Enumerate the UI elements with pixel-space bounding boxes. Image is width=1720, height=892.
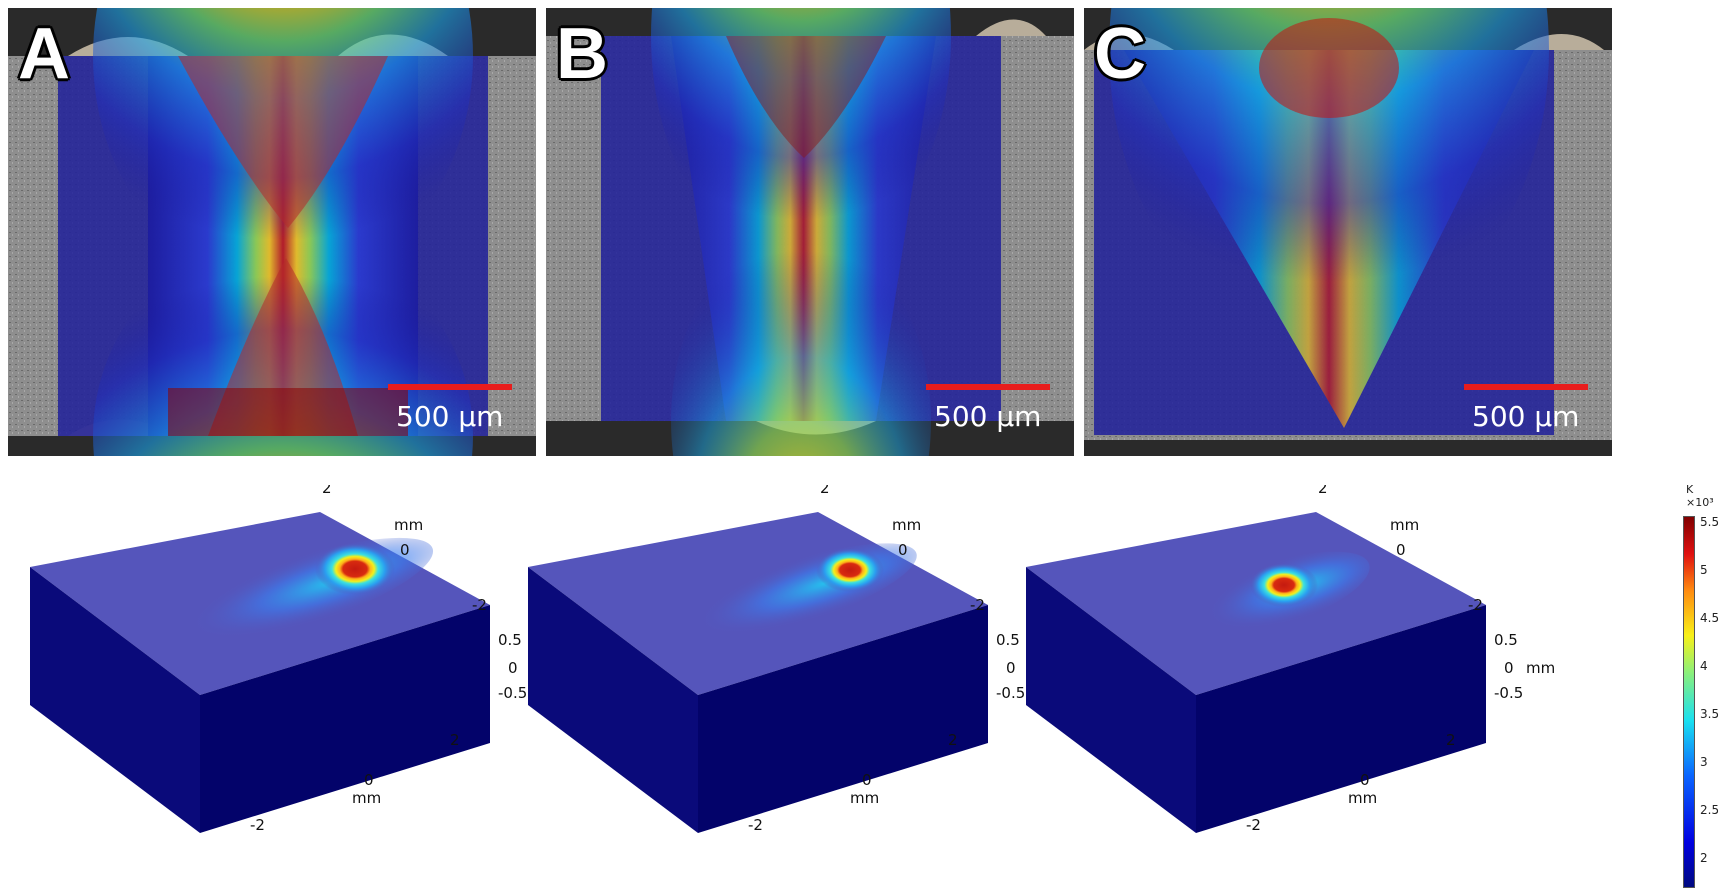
micrograph-c-image	[1084, 8, 1612, 456]
y-axis-unit: mm	[892, 516, 921, 534]
y-tick: 2	[1318, 485, 1328, 497]
laser-spot	[315, 543, 395, 595]
x-tick: 2	[1446, 731, 1456, 749]
y-tick: 2	[322, 485, 332, 497]
x-tick: -2	[748, 816, 763, 834]
colorbar-multiplier: ×10³	[1686, 496, 1714, 509]
z-axis-unit: mm	[1526, 659, 1555, 677]
block-right-face	[200, 605, 490, 833]
micrograph-b-image	[546, 8, 1074, 456]
panel-letter-b: B	[556, 14, 608, 94]
x-tick: 0	[1360, 771, 1370, 789]
colorbar	[1683, 516, 1695, 888]
z-tick: 0	[508, 659, 518, 677]
y-tick: -2	[970, 596, 985, 614]
block-left-face	[528, 567, 698, 833]
colorbar-tick-label: 4.5	[1700, 610, 1720, 625]
z-tick: 0.5	[996, 631, 1020, 649]
z-tick: 0	[1006, 659, 1016, 677]
z-tick: 0	[1504, 659, 1514, 677]
simulation-c-graphic: 2 mm 0 -2 0.5 0 mm -0.5 2 0 mm -2	[1026, 479, 1555, 834]
z-tick: 0.5	[498, 631, 522, 649]
y-tick: 2	[820, 485, 830, 497]
scale-bar	[1464, 384, 1588, 390]
panel-letter-c: C	[1094, 14, 1146, 94]
colorbar-tick-label: 4	[1700, 658, 1708, 673]
scale-label: 500 µm	[934, 400, 1042, 433]
y-tick: 0	[1396, 541, 1406, 559]
micrograph-a-image	[8, 8, 536, 456]
scale-bar	[388, 384, 512, 390]
y-tick: 0	[400, 541, 410, 559]
block-left-face	[30, 567, 200, 833]
scale-bar	[926, 384, 1050, 390]
x-tick: -2	[250, 816, 265, 834]
y-axis-unit: mm	[1390, 516, 1419, 534]
laser-spot	[816, 548, 884, 592]
y-tick: -2	[472, 596, 487, 614]
x-tick: 2	[948, 731, 958, 749]
colorbar-tick-label: 2.5	[1700, 803, 1720, 818]
micrograph-panel-b: B 500 µm	[546, 8, 1074, 456]
colorbar-tick-label: 5	[1700, 562, 1708, 577]
laser-spot	[1250, 563, 1318, 607]
simulation-plot-b: 2 mm 0 -2 0.5 0 mm -0.5 2 0 mm -2	[508, 479, 1068, 885]
x-axis-unit: mm	[1348, 789, 1377, 807]
simulation-a-graphic: 2 mm 0 -2 0.5 0 mm -0.5 2 0 mm -2	[30, 479, 559, 834]
colorbar-gradient	[1684, 517, 1694, 887]
x-tick: -2	[1246, 816, 1261, 834]
micrograph-panel-a: A 500 µm	[8, 8, 536, 456]
block-right-face	[1196, 605, 1486, 833]
z-tick: -0.5	[498, 684, 527, 702]
x-tick: 0	[862, 771, 872, 789]
colorbar-unit: K	[1686, 483, 1694, 496]
y-tick: -2	[1468, 596, 1483, 614]
scale-label: 500 µm	[1472, 400, 1580, 433]
simulation-plot-c: 2 mm 0 -2 0.5 0 mm -0.5 2 0 mm -2	[1006, 479, 1566, 885]
block-right-face	[698, 605, 988, 833]
panel-letter-a: A	[18, 14, 70, 94]
y-tick: 0	[898, 541, 908, 559]
colorbar-tick-label: 5.5	[1700, 514, 1720, 529]
x-axis-unit: mm	[850, 789, 879, 807]
z-tick: -0.5	[996, 684, 1025, 702]
x-tick: 2	[450, 731, 460, 749]
colorbar-tick-label: 2	[1700, 851, 1708, 866]
simulation-b-graphic: 2 mm 0 -2 0.5 0 mm -0.5 2 0 mm -2	[528, 479, 1057, 834]
z-tick: 0.5	[1494, 631, 1518, 649]
z-tick: -0.5	[1494, 684, 1523, 702]
x-tick: 0	[364, 771, 374, 789]
simulation-plot-a: 2 mm 0 -2 0.5 0 mm -0.5 2 0 mm -2	[10, 479, 570, 885]
block-left-face	[1026, 567, 1196, 833]
scale-label: 500 µm	[396, 400, 504, 433]
colorbar-tick-label: 3.5	[1700, 707, 1720, 721]
x-axis-unit: mm	[352, 789, 381, 807]
micrograph-panel-c: C 500 µm	[1084, 8, 1612, 456]
y-axis-unit: mm	[394, 516, 423, 534]
colorbar-tick-label: 3	[1700, 755, 1708, 770]
